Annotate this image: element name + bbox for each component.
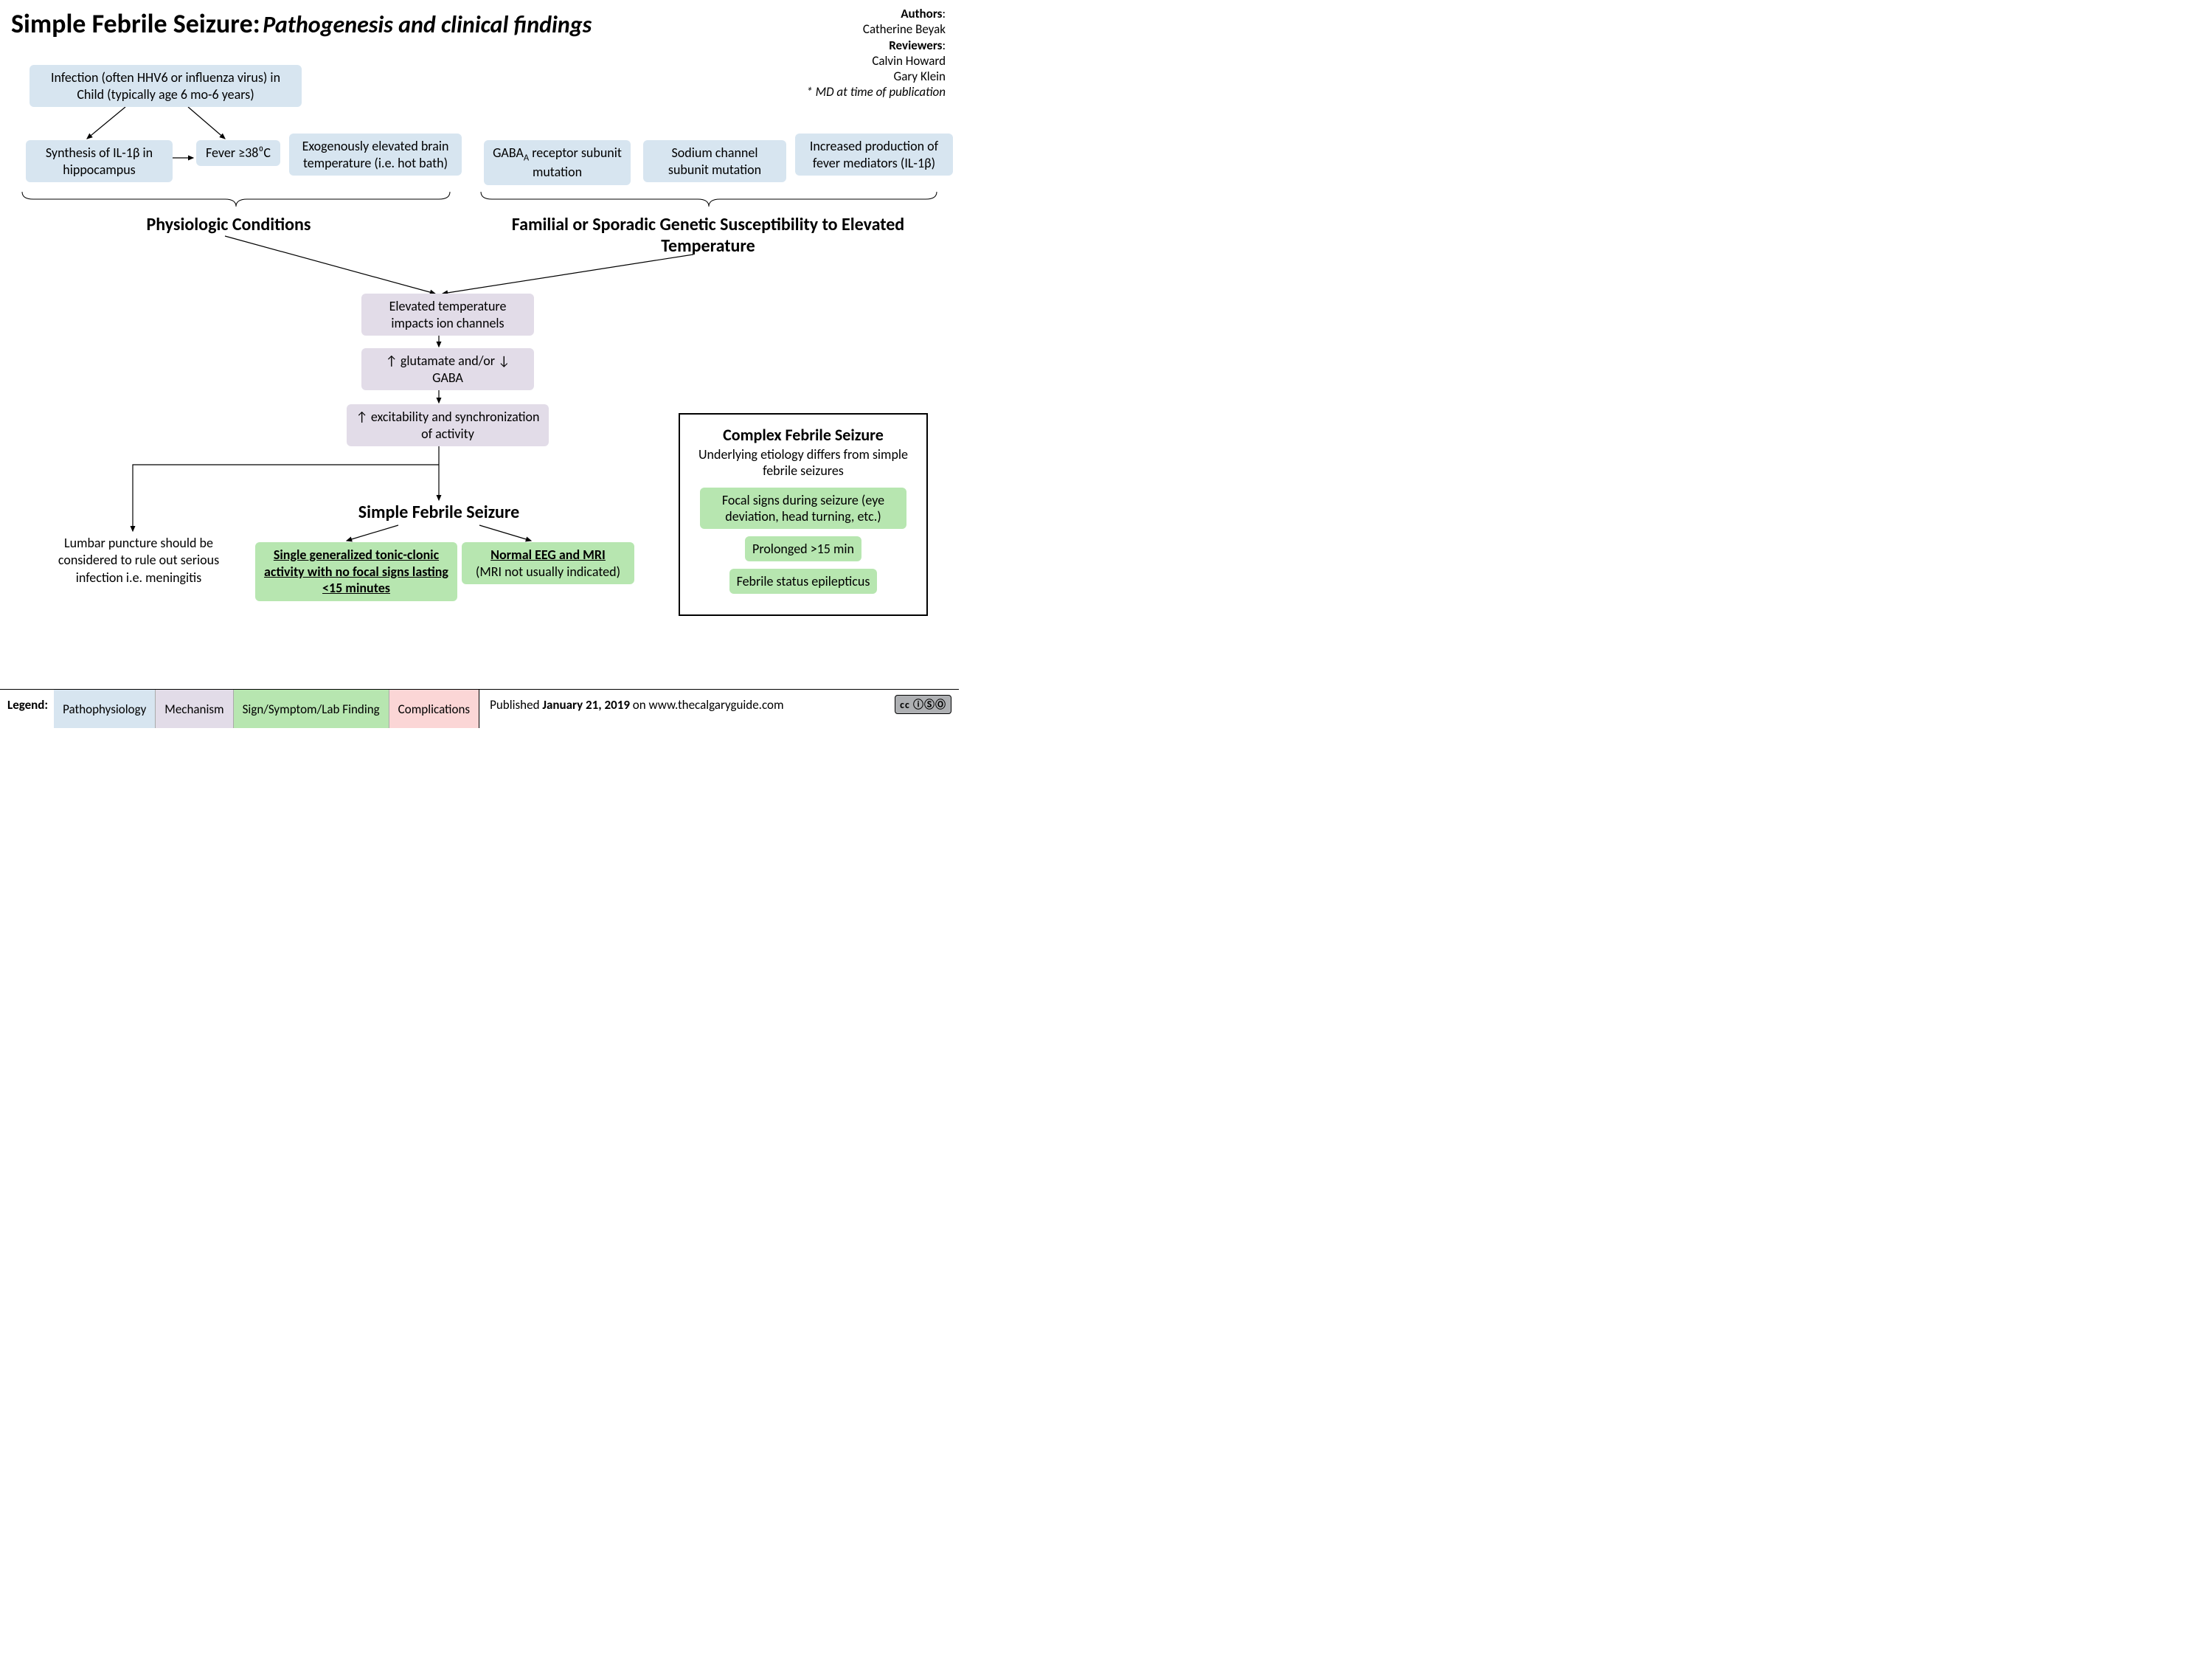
node-excit: ↑ excitability and synchronization of ac…: [347, 404, 549, 446]
node-sodium: Sodium channel subunit mutation: [643, 140, 786, 182]
cc-license-icon: cc ⓘⓈⓄ: [895, 695, 951, 714]
heading-sfs: Simple Febrile Seizure: [317, 502, 561, 523]
author-name: Catherine Beyak: [806, 21, 946, 37]
heading-genetic: Familial or Sporadic Genetic Susceptibil…: [509, 214, 907, 257]
node-il1b: Synthesis of IL-1β in hippocampus: [26, 140, 173, 182]
legend-item: Sign/Symptom/Lab Finding: [234, 690, 389, 728]
title-sub: Pathogenesis and clinical findings: [263, 10, 592, 39]
node-tc: Single generalized tonic-clonic activity…: [255, 542, 457, 601]
node-infection: Infection (often HHV6 or influenza virus…: [30, 65, 302, 107]
page-title: Simple Febrile Seizure: Pathogenesis and…: [11, 7, 592, 40]
reviewer-name: Gary Klein: [806, 69, 946, 84]
legend-item: Complications: [389, 690, 479, 728]
publication-note: * MD at time of publication: [806, 84, 946, 100]
node-il1b_prod: Increased production of fever mediators …: [795, 134, 953, 176]
reviewers-label: Reviewers: [889, 38, 942, 53]
complex-box-item: Febrile status epilepticus: [729, 569, 878, 594]
note-lumbar: Lumbar puncture should be considered to …: [35, 535, 242, 586]
complex-box-item: Prolonged >15 min: [745, 536, 861, 561]
node-eeg: Normal EEG and MRI(MRI not usually indic…: [462, 542, 634, 584]
authors-label: Authors: [901, 6, 942, 21]
node-fever: Fever ≥38⁰C: [196, 140, 280, 166]
authors-block: Authors: Catherine Beyak Reviewers: Calv…: [806, 6, 946, 100]
node-glut: ↑ glutamate and/or ↓ GABA: [361, 348, 534, 390]
publication-text: Published January 21, 2019 on www.thecal…: [479, 697, 895, 713]
legend-bar: Legend: PathophysiologyMechanismSign/Sym…: [0, 689, 959, 719]
complex-box-item: Focal signs during seizure (eye deviatio…: [700, 488, 906, 529]
complex-febrile-box: Complex Febrile Seizure Underlying etiol…: [679, 413, 928, 616]
node-hotbath: Exogenously elevated brain temperature (…: [289, 134, 462, 176]
legend-item: Pathophysiology: [54, 690, 156, 728]
title-main: Simple Febrile Seizure:: [11, 7, 260, 40]
complex-box-title: Complex Febrile Seizure: [689, 425, 918, 445]
node-ion: Elevated temperature impacts ion channel…: [361, 294, 534, 336]
complex-box-sub: Underlying etiology differs from simple …: [689, 446, 918, 479]
legend-item: Mechanism: [156, 690, 233, 728]
node-gaba_r: GABAA receptor subunit mutation: [484, 140, 631, 185]
legend-label: Legend:: [0, 697, 54, 713]
heading-physio: Physiologic Conditions: [96, 214, 361, 235]
reviewer-name: Calvin Howard: [806, 53, 946, 69]
diagram-page: Simple Febrile Seizure: Pathogenesis and…: [0, 0, 959, 719]
